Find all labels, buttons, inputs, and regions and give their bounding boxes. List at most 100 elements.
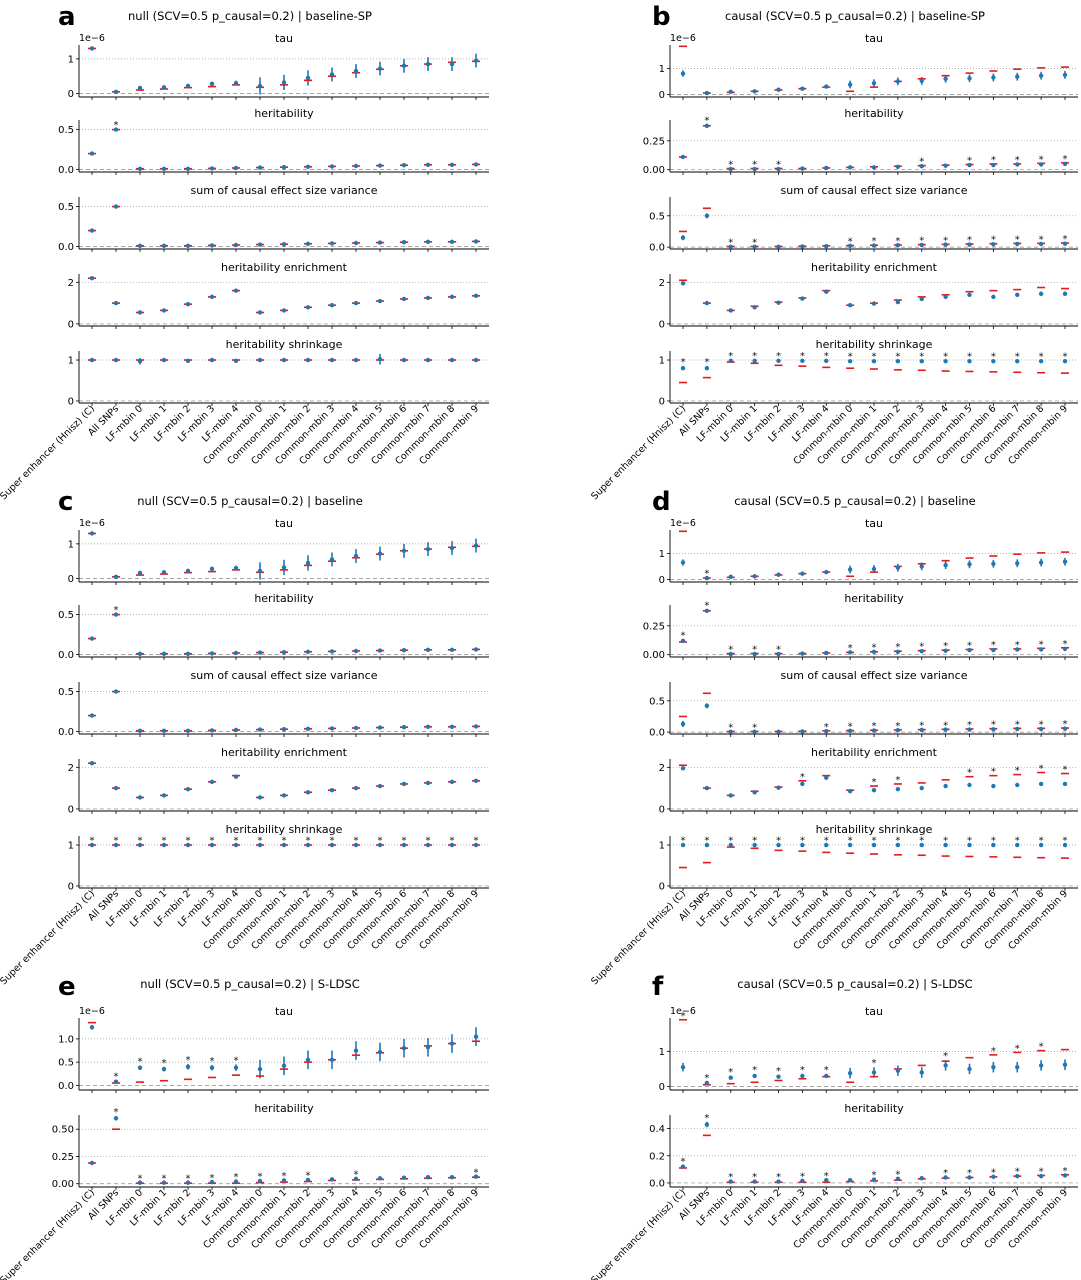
estimate-point xyxy=(1038,1173,1044,1179)
y-tick-label: 1 xyxy=(659,1047,665,1058)
panel-label: f xyxy=(652,972,664,1002)
significance-star: * xyxy=(848,836,853,847)
significance-star: * xyxy=(848,351,853,362)
estimate-point xyxy=(281,1178,287,1183)
estimate-point xyxy=(305,1057,311,1063)
significance-star: * xyxy=(681,631,686,642)
estimate-point xyxy=(233,165,239,171)
estimate-point xyxy=(113,842,119,848)
estimate-point xyxy=(800,1178,805,1184)
estimate-point xyxy=(377,66,383,71)
significance-star: * xyxy=(681,836,686,847)
panel-f: f causal (SCV=0.5 p_causal=0.2) | S-LDSC t… xyxy=(589,972,1078,1280)
estimate-point xyxy=(1038,162,1044,167)
significance-star: * xyxy=(728,351,733,362)
estimate-point xyxy=(1015,162,1020,167)
estimate-point xyxy=(281,165,287,170)
significance-star: * xyxy=(919,721,924,732)
estimate-point xyxy=(377,1176,383,1181)
estimate-point xyxy=(185,842,191,848)
y-tick-label: 0 xyxy=(68,396,74,407)
estimate-point xyxy=(967,76,972,81)
estimate-point xyxy=(233,842,239,848)
estimate-point xyxy=(113,357,119,363)
category-label: Super enhancer (Hnisz) (C) xyxy=(0,1187,97,1280)
significance-star: * xyxy=(474,836,479,847)
significance-star: * xyxy=(848,643,853,654)
estimate-point xyxy=(305,305,311,310)
significance-star: * xyxy=(943,720,948,731)
estimate-point xyxy=(329,649,335,654)
significance-star: * xyxy=(210,1173,215,1184)
subplot-h2: heritability 0.0 0.5 * xyxy=(58,107,489,176)
panel-b: b causal (SCV=0.5 p_causal=0.2) | baselin… xyxy=(589,2,1078,502)
significance-star: * xyxy=(1063,351,1068,362)
estimate-point xyxy=(401,163,407,168)
estimate-point xyxy=(824,1178,829,1183)
estimate-point xyxy=(113,89,119,95)
subplot-title: tau xyxy=(865,517,883,530)
y-tick-label: 0.00 xyxy=(643,650,665,661)
estimate-point xyxy=(329,842,335,848)
estimate-point xyxy=(233,80,239,86)
estimate-point xyxy=(776,572,781,577)
estimate-point xyxy=(305,842,311,848)
estimate-point xyxy=(425,295,431,301)
significance-star: * xyxy=(426,836,431,847)
significance-star: * xyxy=(138,1173,143,1184)
panel-title: causal (SCV=0.5 p_causal=0.2) | baseline… xyxy=(725,9,985,23)
estimate-point xyxy=(967,842,972,848)
significance-star: * xyxy=(210,836,215,847)
estimate-point xyxy=(233,1065,239,1070)
estimate-point xyxy=(425,61,431,67)
significance-star: * xyxy=(991,640,996,651)
estimate-point xyxy=(991,1174,996,1180)
estimate-point xyxy=(704,575,710,581)
estimate-point xyxy=(895,1068,901,1073)
subplot-title: sum of causal effect size variance xyxy=(191,184,378,197)
estimate-point xyxy=(1015,1173,1020,1179)
estimate-point xyxy=(824,243,829,249)
estimate-point xyxy=(919,1070,924,1075)
estimate-point xyxy=(329,788,335,793)
estimate-point xyxy=(1038,560,1044,565)
panel-d: d causal (SCV=0.5 p_causal=0.2) | baselin… xyxy=(589,487,1078,987)
estimate-point xyxy=(161,243,167,248)
estimate-point xyxy=(1038,726,1044,732)
significance-star: * xyxy=(991,235,996,246)
subplot-enr: heritability enrichment 0 2 * * * * * * * * xyxy=(659,746,1078,815)
y-tick-label: 1 xyxy=(68,539,74,550)
scale-note: 1e−6 xyxy=(670,33,696,44)
estimate-point xyxy=(991,727,996,732)
estimate-point xyxy=(824,650,829,656)
significance-star: * xyxy=(776,160,781,171)
estimate-point xyxy=(89,275,95,281)
estimate-point xyxy=(353,68,359,74)
estimate-point xyxy=(991,561,996,566)
significance-star: * xyxy=(681,1156,686,1167)
estimate-point xyxy=(752,358,757,364)
estimate-point xyxy=(401,648,407,653)
estimate-point xyxy=(991,647,996,653)
subplot-title: heritability shrinkage xyxy=(226,823,343,836)
estimate-point xyxy=(847,728,853,734)
panel-label: e xyxy=(58,972,76,1002)
estimate-point xyxy=(919,564,924,569)
estimate-point xyxy=(161,651,167,656)
estimate-point xyxy=(329,726,335,731)
estimate-point xyxy=(113,574,119,579)
estimate-point xyxy=(209,243,215,248)
estimate-point xyxy=(943,294,948,300)
y-tick-label: 0 xyxy=(659,90,665,101)
significance-star: * xyxy=(728,237,733,248)
estimate-point xyxy=(473,1034,479,1039)
panel-label: a xyxy=(58,2,76,32)
estimate-point xyxy=(1015,647,1020,652)
estimate-point xyxy=(967,562,972,567)
significance-star: * xyxy=(681,357,686,368)
estimate-point xyxy=(161,1066,167,1072)
estimate-point xyxy=(425,647,431,652)
significance-star: * xyxy=(1015,234,1020,245)
significance-star: * xyxy=(114,1072,119,1083)
estimate-point xyxy=(1038,842,1044,848)
